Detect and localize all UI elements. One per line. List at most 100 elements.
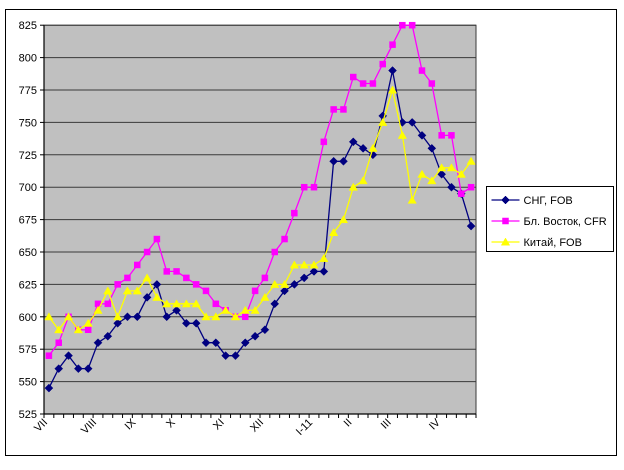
data-point-1 [389, 41, 396, 48]
legend-label-0: СНГ, FOB [524, 195, 573, 207]
data-point-2 [348, 182, 358, 191]
legend-diamond-icon [501, 195, 510, 205]
data-point-0 [211, 338, 221, 348]
data-point-1 [173, 268, 180, 275]
data-point-0 [191, 318, 201, 328]
data-point-1 [428, 80, 436, 87]
data-point-2 [211, 312, 221, 321]
data-point-2 [299, 260, 309, 269]
data-point-0 [152, 280, 162, 289]
legend-square-icon [502, 217, 509, 225]
y-axis-label: 650 [19, 247, 37, 259]
data-point-1 [134, 261, 141, 269]
data-point-2 [142, 273, 152, 282]
data-point-2 [230, 312, 241, 321]
data-point-2 [162, 299, 172, 308]
data-point-2 [250, 305, 260, 314]
data-point-1 [379, 60, 386, 68]
data-point-1 [153, 235, 161, 243]
data-point-1 [408, 21, 416, 29]
y-axis-label: 625 [19, 279, 37, 291]
data-point-0 [93, 338, 103, 348]
data-point-1 [330, 106, 337, 113]
data-point-2 [279, 279, 290, 288]
data-point-2 [191, 299, 201, 308]
legend-label-1: Бл. Восток, CFR [524, 216, 607, 228]
data-point-2 [201, 312, 211, 321]
data-point-1 [143, 248, 151, 256]
data-point-0 [309, 267, 319, 276]
data-point-1 [369, 80, 377, 87]
data-point-2 [152, 292, 162, 301]
data-point-0 [260, 325, 270, 335]
data-point-1 [340, 106, 347, 113]
data-point-1 [212, 300, 220, 308]
data-point-1 [458, 190, 465, 197]
data-point-1 [202, 287, 210, 295]
legend-label-2: Китай, FOB [524, 237, 582, 249]
data-point-2 [93, 305, 103, 314]
data-point-0 [250, 331, 260, 341]
data-point-2 [397, 130, 407, 139]
data-point-0 [113, 318, 122, 328]
data-point-1 [55, 339, 62, 346]
data-point-1 [242, 313, 249, 321]
data-point-2 [319, 253, 329, 262]
y-axis-label: 775 [19, 85, 37, 97]
data-point-2 [437, 163, 447, 172]
y-axis-label: 725 [19, 150, 37, 162]
data-point-1 [261, 274, 269, 282]
data-point-0 [299, 273, 309, 283]
data-point-2 [466, 156, 476, 165]
data-point-1 [310, 183, 318, 191]
data-point-2 [329, 228, 339, 237]
data-point-0 [339, 156, 348, 166]
data-point-2 [368, 143, 378, 152]
data-point-1 [45, 352, 53, 359]
data-point-2 [427, 176, 437, 185]
data-point-1 [438, 132, 445, 139]
data-point-2 [113, 312, 123, 321]
data-point-1 [467, 183, 475, 191]
data-point-2 [103, 286, 113, 295]
data-point-0 [348, 137, 358, 147]
data-point-0 [427, 143, 437, 153]
data-point-2 [171, 299, 182, 308]
y-axis-label: 825 [19, 20, 37, 32]
data-point-0 [240, 338, 250, 348]
data-point-2 [456, 169, 466, 178]
data-point-0 [44, 383, 54, 393]
data-point-2 [83, 318, 93, 327]
data-point-0 [132, 312, 142, 322]
data-point-0 [74, 364, 83, 373]
data-point-0 [417, 131, 427, 140]
data-point-0 [231, 351, 240, 361]
data-point-2 [407, 195, 417, 204]
data-point-1 [163, 268, 170, 275]
legend-triangle-icon [500, 237, 511, 246]
data-point-1 [418, 67, 426, 74]
data-point-2 [181, 299, 191, 308]
data-point-2 [260, 292, 270, 301]
data-point-2 [73, 325, 83, 334]
y-axis-label: 575 [19, 344, 37, 356]
data-point-1 [124, 274, 131, 282]
y-axis-label: 525 [19, 409, 37, 421]
data-point-1 [291, 209, 298, 217]
data-point-1 [448, 132, 455, 139]
data-point-1 [114, 281, 121, 288]
data-point-2 [338, 215, 349, 224]
data-point-1 [359, 80, 367, 87]
data-point-2 [289, 260, 299, 269]
data-point-0 [447, 182, 456, 192]
data-point-0 [103, 331, 113, 341]
data-point-2 [378, 117, 388, 126]
data-point-2 [122, 286, 133, 295]
data-point-0 [172, 305, 181, 315]
data-point-2 [240, 305, 250, 314]
data-point-1 [281, 235, 288, 243]
y-axis-label: 550 [19, 377, 37, 389]
data-point-0 [388, 66, 397, 75]
data-point-2 [132, 286, 142, 295]
